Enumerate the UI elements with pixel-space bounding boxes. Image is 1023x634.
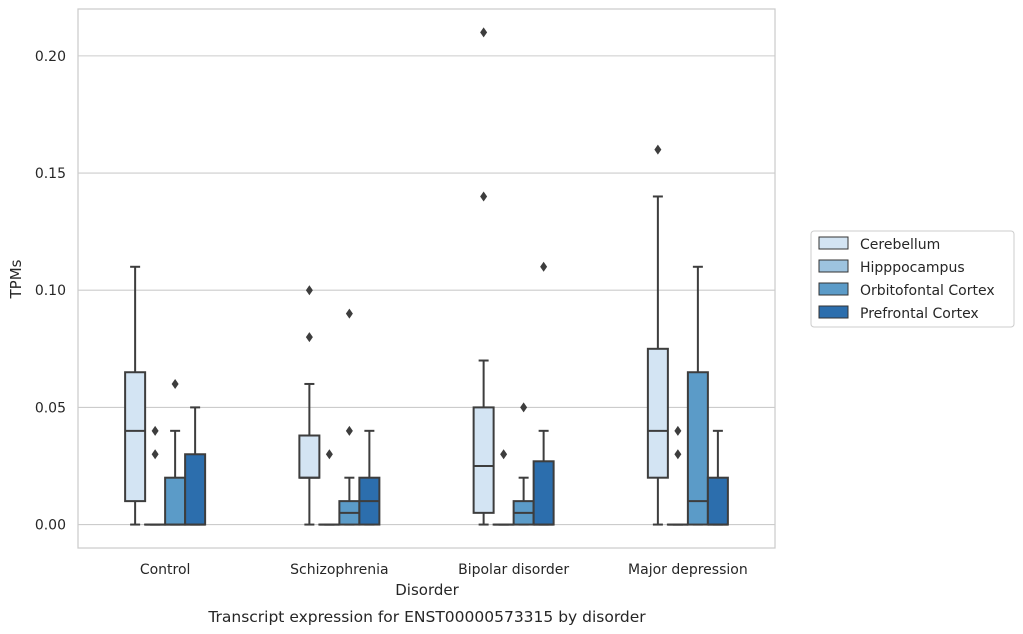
- x-tick-label: Schizophrenia: [290, 562, 388, 578]
- outlier-point: [674, 425, 682, 436]
- outlier-point: [520, 402, 528, 413]
- x-axis-title: Disorder: [395, 581, 459, 599]
- box-orbitofontal-cortex: [164, 378, 187, 526]
- box-hipppocampus: [666, 425, 689, 526]
- box-cerebellum: [472, 27, 495, 526]
- box-prefrontal-cortex: [706, 429, 729, 526]
- x-tick-label: Control: [140, 562, 191, 578]
- box-orbitofontal-cortex: [512, 402, 535, 526]
- box-iqr: [646, 347, 669, 479]
- y-tick-label: 0.00: [35, 518, 66, 534]
- legend-item: Prefrontal Cortex: [818, 305, 979, 322]
- outlier-point: [305, 332, 313, 343]
- box-hipppocampus: [144, 425, 167, 526]
- box-iqr: [686, 371, 709, 526]
- outlier-point: [325, 449, 333, 460]
- box-iqr: [124, 371, 147, 503]
- box-iqr: [184, 453, 207, 526]
- legend: Cerebellum Hipppocampus Orbitofontal Corte…: [810, 230, 1015, 328]
- legend-swatch: [818, 282, 849, 296]
- chart-caption: Transcript expression for ENST0000057331…: [207, 608, 646, 626]
- outlier-point: [480, 27, 488, 38]
- outlier-point: [540, 261, 548, 272]
- outlier-point: [654, 144, 662, 155]
- legend-swatch: [818, 236, 849, 250]
- legend-label: Cerebellum: [860, 237, 940, 253]
- box-iqr: [532, 460, 555, 526]
- box-iqr: [706, 476, 729, 526]
- box-iqr: [472, 406, 495, 514]
- box-prefrontal-cortex: [184, 406, 207, 526]
- y-axis-ticks: 0.00 0.05 0.10 0.15 0.20: [35, 49, 66, 534]
- box-cerebellum: [298, 285, 321, 526]
- box-cerebellum: [646, 144, 669, 526]
- x-tick-label: Major depression: [628, 562, 748, 578]
- plot-area-frame: [77, 8, 776, 549]
- legend-item: Cerebellum: [818, 236, 940, 253]
- y-tick-label: 0.10: [35, 283, 66, 299]
- outlier-point: [151, 449, 159, 460]
- box-hipppocampus: [318, 449, 341, 526]
- box-plots: [124, 27, 729, 526]
- x-axis-ticks: Control Schizophrenia Bipolar disorder Majo…: [140, 562, 748, 578]
- box-prefrontal-cortex: [358, 429, 381, 526]
- gridlines: [78, 55, 775, 526]
- legend-frame: [810, 230, 1015, 328]
- y-axis-title: TPMs: [7, 259, 25, 299]
- legend-swatch: [818, 305, 849, 319]
- x-tick-label: Bipolar disorder: [458, 562, 569, 578]
- box-hipppocampus: [492, 449, 515, 526]
- legend-swatch: [818, 259, 849, 273]
- box-orbitofontal-cortex: [338, 308, 361, 526]
- box-orbitofontal-cortex: [686, 265, 709, 526]
- legend-label: Hipppocampus: [860, 260, 965, 276]
- outlier-point: [171, 378, 179, 389]
- outlier-point: [500, 449, 508, 460]
- outlier-point: [345, 308, 353, 319]
- outlier-point: [480, 191, 488, 202]
- box-prefrontal-cortex: [532, 261, 555, 526]
- box-iqr: [298, 434, 321, 479]
- legend-label: Prefrontal Cortex: [860, 306, 979, 322]
- outlier-point: [305, 285, 313, 296]
- legend-item: Orbitofontal Cortex: [818, 282, 995, 299]
- outlier-point: [151, 425, 159, 436]
- y-tick-label: 0.15: [35, 166, 66, 182]
- box-iqr: [164, 476, 187, 526]
- box-cerebellum: [124, 265, 147, 526]
- y-tick-label: 0.05: [35, 400, 66, 416]
- y-tick-label: 0.20: [35, 49, 66, 65]
- outlier-point: [345, 425, 353, 436]
- legend-item: Hipppocampus: [818, 259, 965, 276]
- outlier-point: [674, 449, 682, 460]
- legend-label: Orbitofontal Cortex: [860, 283, 995, 299]
